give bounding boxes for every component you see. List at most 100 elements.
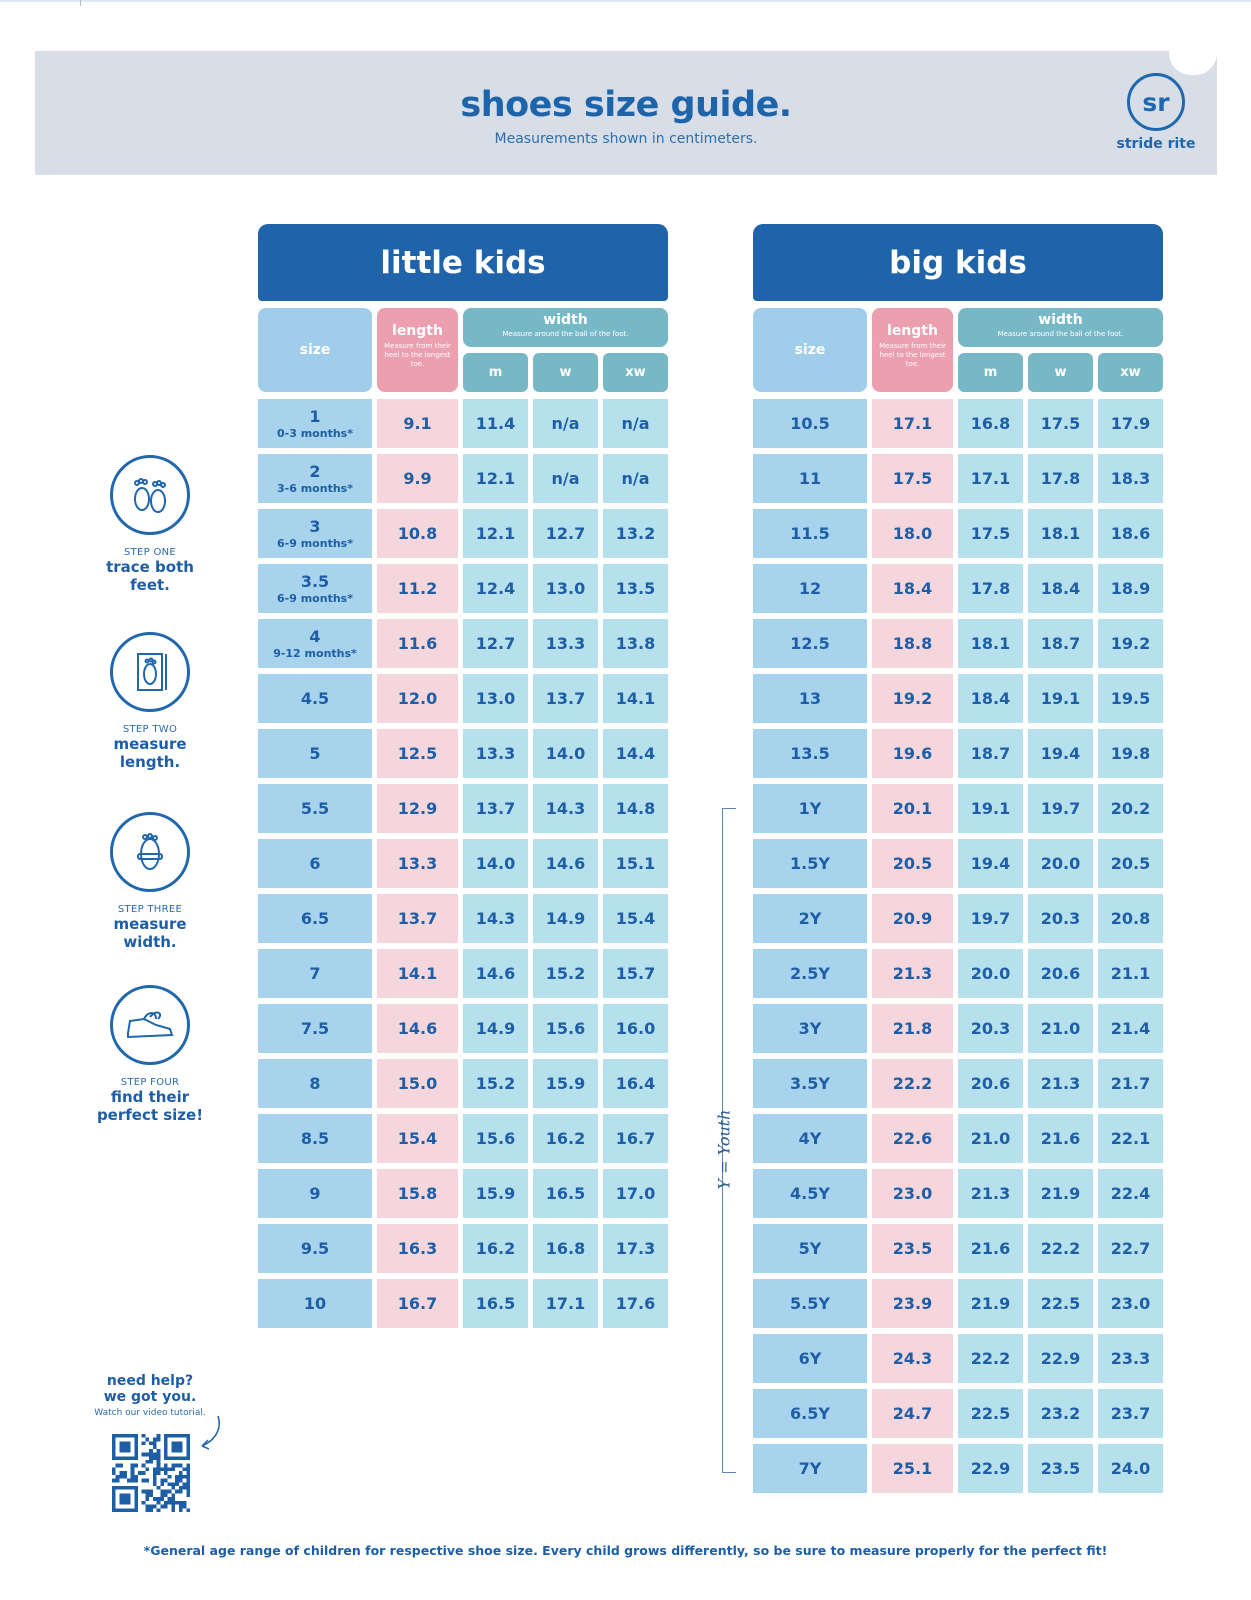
size-value: 3.5Y (790, 1074, 830, 1093)
width-xw-cell: 21.4 (1098, 1004, 1163, 1053)
length-cell: 24.3 (872, 1334, 953, 1383)
youth-bracket (722, 808, 736, 1473)
width-xw-cell: 13.5 (603, 564, 668, 613)
length-cell: 19.6 (872, 729, 953, 778)
length-column-header: length Measure from their heel to the lo… (377, 308, 458, 392)
table-row: 12.5 18.8 18.1 18.7 19.2 (753, 619, 1163, 674)
little-kids-table: little kids size length Measure from the… (258, 224, 668, 1328)
size-cell: 7Y (753, 1444, 867, 1493)
size-value: 9.5 (300, 1239, 330, 1258)
length-cell: 16.7 (377, 1279, 458, 1328)
length-cell: 20.9 (872, 894, 953, 943)
size-cell: 9.5 (258, 1224, 372, 1273)
width-m-cell: 18.1 (958, 619, 1023, 668)
width-m-cell: 22.2 (958, 1334, 1023, 1383)
top-border (0, 0, 1251, 6)
width-xw-cell: 21.7 (1098, 1059, 1163, 1108)
width-xw-cell: 23.7 (1098, 1389, 1163, 1438)
size-value: 1Y (798, 799, 822, 818)
width-xw-cell: 18.6 (1098, 509, 1163, 558)
width-xw-cell: 17.3 (603, 1224, 668, 1273)
table-row: 10 16.7 16.5 17.1 17.6 (258, 1279, 668, 1334)
width-w-cell: 13.3 (533, 619, 598, 668)
length-cell: 14.6 (377, 1004, 458, 1053)
page-title: shoes size guide. (460, 85, 792, 125)
width-m-cell: 11.4 (463, 399, 528, 448)
table-row: 7Y 25.1 22.9 23.5 24.0 (753, 1444, 1163, 1499)
size-cell: 12.5 (753, 619, 867, 668)
width-xw-cell: 17.0 (603, 1169, 668, 1218)
width-w-cell: 21.9 (1028, 1169, 1093, 1218)
width-m-cell: 16.5 (463, 1279, 528, 1328)
width-w-cell: 16.8 (533, 1224, 598, 1273)
size-value: 4.5Y (790, 1184, 830, 1203)
help-line-1: need help? (106, 1373, 194, 1389)
size-cell: 2.5Y (753, 949, 867, 998)
size-value: 4 (309, 626, 321, 646)
width-xw-cell: 15.4 (603, 894, 668, 943)
size-value: 5Y (798, 1239, 822, 1258)
width-m-cell: 12.1 (463, 454, 528, 503)
width-w-cell: 14.6 (533, 839, 598, 888)
size-cell: 3Y (753, 1004, 867, 1053)
width-m-cell: 17.1 (958, 454, 1023, 503)
size-value: 3Y (798, 1019, 822, 1038)
table-row: 9 15.8 15.9 16.5 17.0 (258, 1169, 668, 1224)
size-value: 5.5 (300, 799, 330, 818)
width-m-cell: 21.9 (958, 1279, 1023, 1328)
width-w-cell: 20.0 (1028, 839, 1093, 888)
step-number: STEP TWO (122, 724, 178, 735)
width-xw-cell: 14.4 (603, 729, 668, 778)
width-w-header: w (533, 353, 598, 392)
step-number: STEP THREE (117, 904, 183, 915)
width-w-cell: 22.5 (1028, 1279, 1093, 1328)
qr-code-icon[interactable] (112, 1434, 190, 1512)
length-header-note: Measure from their heel to the longest t… (879, 342, 946, 368)
brand-name: stride rite (1116, 136, 1196, 152)
width-xw-cell: 16.7 (603, 1114, 668, 1163)
step-text: trace both feet. (106, 558, 194, 594)
width-w-cell: 19.4 (1028, 729, 1093, 778)
size-value: 6.5Y (790, 1404, 830, 1423)
size-cell: 9 (258, 1169, 372, 1218)
width-m-cell: 19.4 (958, 839, 1023, 888)
width-w-cell: 16.2 (533, 1114, 598, 1163)
width-w-cell: 21.0 (1028, 1004, 1093, 1053)
size-value: 2 (309, 461, 321, 481)
width-m-cell: 14.6 (463, 949, 528, 998)
table-row: 6Y 24.3 22.2 22.9 23.3 (753, 1334, 1163, 1389)
help-line-3[interactable]: Watch our video tutorial. (94, 1408, 206, 1418)
footnote: *General age range of children for respe… (143, 1543, 1108, 1558)
size-cell: 12 (753, 564, 867, 613)
width-m-cell: 20.6 (958, 1059, 1023, 1108)
width-w-cell: 15.6 (533, 1004, 598, 1053)
size-value: 11.5 (790, 524, 830, 543)
size-cell: 2 3-6 months* (258, 454, 372, 503)
size-cell: 1Y (753, 784, 867, 833)
width-m-cell: 22.5 (958, 1389, 1023, 1438)
table-row: 11 17.5 17.1 17.8 18.3 (753, 454, 1163, 509)
size-cell: 13.5 (753, 729, 867, 778)
size-cell: 1 0-3 months* (258, 399, 372, 448)
table-row: 3.5 6-9 months* 11.2 12.4 13.0 13.5 (258, 564, 668, 619)
width-w-cell: 20.6 (1028, 949, 1093, 998)
width-xw-cell: 19.5 (1098, 674, 1163, 723)
size-value: 7 (309, 964, 321, 983)
length-cell: 15.8 (377, 1169, 458, 1218)
width-w-cell: 23.5 (1028, 1444, 1093, 1493)
width-m-cell: 12.7 (463, 619, 528, 668)
size-cell: 11.5 (753, 509, 867, 558)
length-cell: 13.7 (377, 894, 458, 943)
age-range: 6-9 months* (277, 536, 353, 550)
width-m-cell: 13.0 (463, 674, 528, 723)
table-row: 4.5Y 23.0 21.3 21.9 22.4 (753, 1169, 1163, 1224)
width-m-cell: 17.5 (958, 509, 1023, 558)
width-xw-cell: 18.3 (1098, 454, 1163, 503)
length-cell: 12.5 (377, 729, 458, 778)
size-cell: 13 (753, 674, 867, 723)
table-row: 10.5 17.1 16.8 17.5 17.9 (753, 399, 1163, 454)
length-cell: 23.5 (872, 1224, 953, 1273)
step-four: STEP FOUR find their perfect size! (90, 985, 210, 1124)
length-cell: 20.1 (872, 784, 953, 833)
size-value: 10.5 (790, 414, 830, 433)
